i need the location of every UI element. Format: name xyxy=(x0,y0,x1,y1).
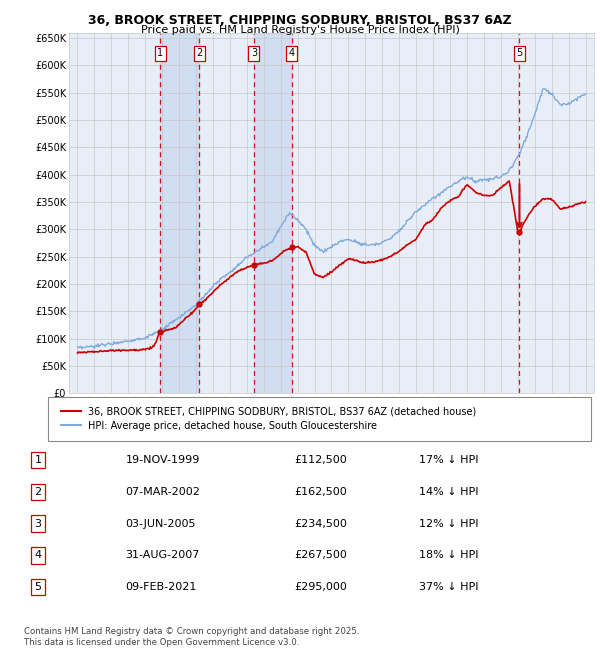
Text: 3: 3 xyxy=(35,519,41,528)
Text: 17% ↓ HPI: 17% ↓ HPI xyxy=(419,455,478,465)
Text: 12% ↓ HPI: 12% ↓ HPI xyxy=(419,519,478,528)
Text: 1: 1 xyxy=(35,455,41,465)
Text: 09-FEB-2021: 09-FEB-2021 xyxy=(125,582,197,592)
Text: Price paid vs. HM Land Registry's House Price Index (HPI): Price paid vs. HM Land Registry's House … xyxy=(140,25,460,34)
Text: 36, BROOK STREET, CHIPPING SODBURY, BRISTOL, BS37 6AZ: 36, BROOK STREET, CHIPPING SODBURY, BRIS… xyxy=(88,14,512,27)
Text: 14% ↓ HPI: 14% ↓ HPI xyxy=(419,487,478,497)
Text: 18% ↓ HPI: 18% ↓ HPI xyxy=(419,551,478,560)
Text: 1: 1 xyxy=(157,48,163,58)
Text: Contains HM Land Registry data © Crown copyright and database right 2025.
This d: Contains HM Land Registry data © Crown c… xyxy=(24,627,359,647)
Text: 4: 4 xyxy=(35,551,41,560)
Text: £267,500: £267,500 xyxy=(295,551,347,560)
Text: 19-NOV-1999: 19-NOV-1999 xyxy=(125,455,200,465)
Text: 31-AUG-2007: 31-AUG-2007 xyxy=(125,551,200,560)
Text: 07-MAR-2002: 07-MAR-2002 xyxy=(125,487,200,497)
Text: 5: 5 xyxy=(35,582,41,592)
Bar xyxy=(254,32,292,393)
Text: 5: 5 xyxy=(517,48,523,58)
Text: £112,500: £112,500 xyxy=(295,455,347,465)
Text: 03-JUN-2005: 03-JUN-2005 xyxy=(125,519,196,528)
Text: 37% ↓ HPI: 37% ↓ HPI xyxy=(419,582,478,592)
Legend: 36, BROOK STREET, CHIPPING SODBURY, BRISTOL, BS37 6AZ (detached house), HPI: Ave: 36, BROOK STREET, CHIPPING SODBURY, BRIS… xyxy=(58,404,479,434)
Text: 2: 2 xyxy=(196,48,202,58)
Text: 2: 2 xyxy=(35,487,41,497)
FancyBboxPatch shape xyxy=(48,396,591,441)
Text: £162,500: £162,500 xyxy=(295,487,347,497)
Text: £234,500: £234,500 xyxy=(295,519,347,528)
Bar xyxy=(160,32,199,393)
Text: £295,000: £295,000 xyxy=(295,582,347,592)
Text: 4: 4 xyxy=(289,48,295,58)
Text: 3: 3 xyxy=(251,48,257,58)
